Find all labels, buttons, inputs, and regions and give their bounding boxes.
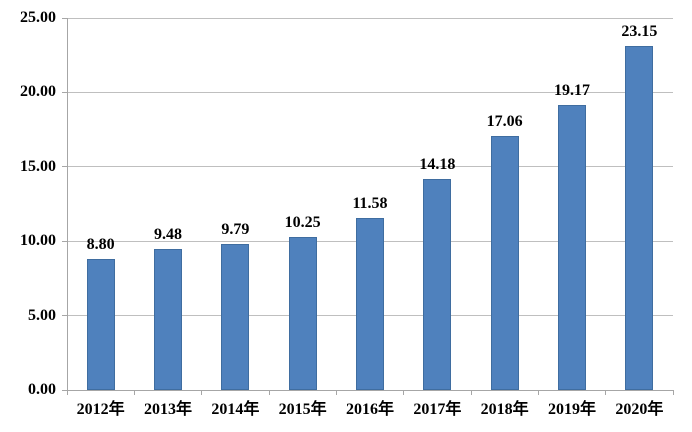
x-axis-tick [133,390,135,395]
x-axis-category-label: 2012年 [76,401,125,418]
x-axis-line [67,389,673,391]
bar [423,179,452,390]
y-gridline [67,17,673,19]
y-axis-tick [62,91,67,93]
y-axis-tick [62,166,67,168]
x-axis-tick [403,390,405,395]
y-axis-tick [62,389,67,391]
y-axis-tick-label: 5.00 [28,306,56,324]
y-gridline [67,166,673,168]
bar-value-label: 9.79 [221,221,250,238]
x-axis-category-label: 2018年 [480,401,529,418]
y-axis-tick-label: 25.00 [20,9,56,26]
y-axis-tick-label: 10.00 [20,232,56,250]
bar-value-label: 8.80 [86,236,115,253]
bar-value-label: 14.18 [419,156,456,173]
y-gridline [67,91,673,93]
x-axis-category-label: 2013年 [143,401,192,418]
bar-value-label: 17.06 [486,113,523,130]
x-axis-tick [335,390,337,395]
bar-value-label: 19.17 [554,82,590,99]
bar [356,218,384,390]
y-axis-tick [62,17,67,19]
y-axis-tick-label: 15.00 [20,157,56,175]
x-axis-category-label: 2020年 [615,401,664,418]
y-axis-tick-label: 20.00 [20,83,56,101]
x-axis-category-label: 2014年 [211,401,260,418]
y-axis-tick-label: 0.00 [28,381,56,398]
x-axis-tick [537,390,539,395]
bar-value-label: 23.15 [621,23,658,40]
bar [221,244,250,390]
x-axis-category-label: 2019年 [547,401,596,418]
x-axis-tick [201,390,203,395]
x-axis-tick [470,390,472,395]
x-axis-category-label: 2016年 [345,401,394,418]
y-axis-line [67,18,68,390]
bar [86,259,115,390]
bar-value-label: 11.58 [352,195,388,212]
bar [558,105,586,390]
bar [625,46,654,390]
x-axis-tick [672,390,674,395]
x-axis-category-label: 2015年 [278,401,327,418]
x-axis-tick [66,390,68,395]
y-axis-tick [62,315,67,317]
bar [490,136,519,390]
bar [288,237,317,390]
bar-value-label: 10.25 [284,214,321,231]
x-axis-category-label: 2017年 [413,401,462,418]
y-axis-tick [62,240,67,242]
bar [154,249,182,390]
bar-value-label: 9.48 [154,226,182,243]
x-axis-tick [268,390,270,395]
x-axis-tick [605,390,607,395]
